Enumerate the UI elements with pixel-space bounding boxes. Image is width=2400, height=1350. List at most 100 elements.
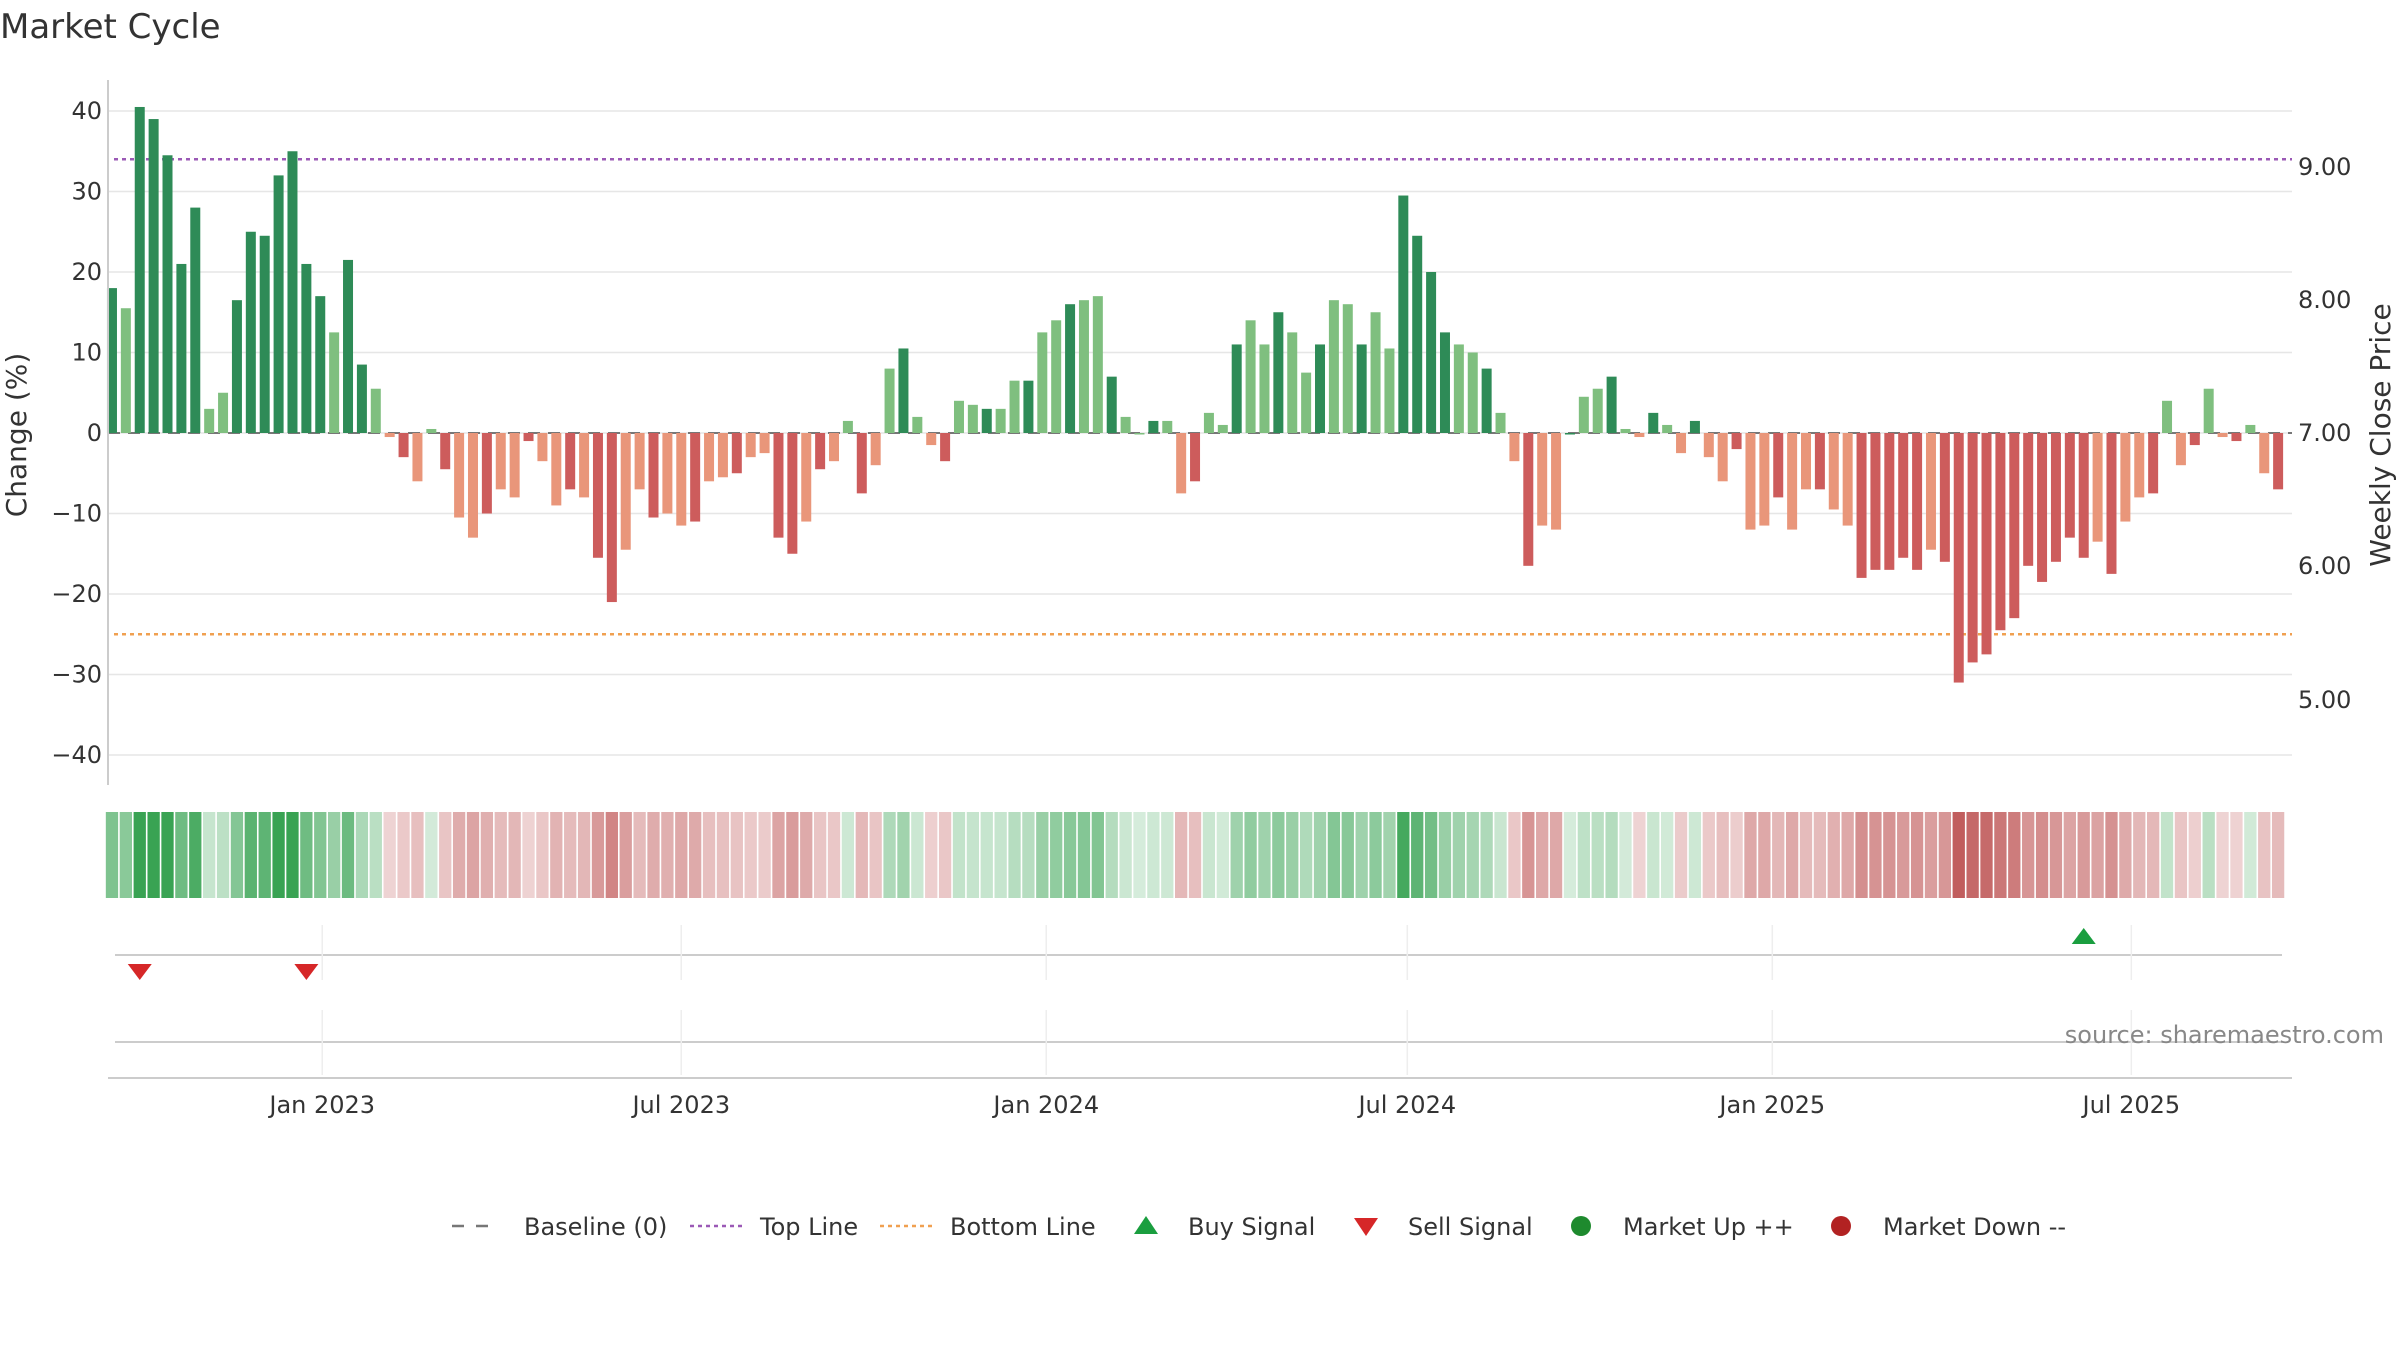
strip-cell — [494, 812, 507, 898]
bar — [1412, 235, 1423, 433]
bar — [1773, 433, 1784, 498]
bar — [467, 433, 478, 538]
strip-cell — [2216, 812, 2229, 898]
strip-cell — [244, 812, 257, 898]
bar — [842, 420, 853, 433]
strip-cell — [813, 812, 827, 898]
bar — [2175, 433, 2186, 466]
strip-cell — [1563, 812, 1577, 898]
strip-cell — [2202, 812, 2215, 898]
strip-cell — [216, 812, 230, 898]
strip-cell — [1424, 812, 1438, 898]
bar — [412, 433, 423, 482]
strip-cell — [1077, 812, 1091, 898]
bar — [801, 433, 812, 522]
strip-cell — [536, 812, 549, 898]
bar — [773, 433, 784, 538]
bar — [704, 433, 715, 482]
buy-signal-marker — [2071, 928, 2096, 944]
strip-cell — [2077, 812, 2090, 898]
strip-cell — [1952, 812, 1965, 898]
x-tick-label: Jan 2025 — [1717, 1091, 1825, 1119]
strip-cell — [883, 812, 896, 898]
strip-cell — [1591, 812, 1604, 898]
bar — [856, 433, 867, 494]
reference-lines — [108, 158, 2292, 636]
bar — [2162, 400, 2173, 433]
x-tick-label: Jul 2024 — [1356, 1091, 1456, 1119]
legend-label-sell: Sell Signal — [1408, 1213, 1533, 1241]
bar — [204, 408, 215, 433]
strip-cell — [1772, 812, 1785, 898]
strip-cell — [786, 812, 799, 898]
bar — [1231, 344, 1242, 433]
axes: 40 30 20 10 0 −10 −20 −30 −40 9.00 8.00 7.00 6.00 5.0… — [51, 80, 2351, 785]
bar — [1203, 412, 1214, 433]
strip-cell — [2022, 812, 2035, 898]
strip-cell — [1175, 812, 1188, 898]
bar — [1467, 352, 1478, 433]
strip-cell — [827, 812, 841, 898]
bar — [426, 428, 437, 433]
bar — [926, 433, 937, 446]
bar — [1620, 428, 1631, 433]
legend-item-top: Top Line — [690, 1213, 858, 1241]
bar — [1537, 433, 1548, 526]
bar — [787, 433, 798, 554]
bar — [245, 231, 256, 433]
bar — [592, 433, 603, 558]
y-tick-label-left: 40 — [71, 97, 102, 125]
strip-cell — [938, 812, 952, 898]
strip-cell — [855, 812, 868, 898]
bar — [1662, 424, 1673, 433]
strip-cell — [1063, 812, 1077, 898]
strip-cell — [2160, 812, 2174, 898]
bar — [676, 433, 687, 526]
bar — [1842, 433, 1853, 526]
strip-cell — [1188, 812, 1202, 898]
strip-cell — [1536, 812, 1549, 898]
bar — [1717, 433, 1728, 482]
strip-cell — [452, 812, 466, 898]
bar — [2106, 433, 2117, 574]
bottom-panel — [115, 1010, 2282, 1075]
signal-panel — [115, 925, 2282, 980]
bar — [1078, 300, 1089, 433]
bar — [1370, 312, 1381, 433]
bar — [356, 364, 367, 433]
strip-cell — [1855, 812, 1868, 898]
legend-label-bottom: Bottom Line — [950, 1213, 1096, 1241]
bar — [384, 433, 395, 438]
strip-cell — [966, 812, 980, 898]
bar — [1814, 433, 1825, 490]
strip-cell — [1286, 812, 1299, 898]
bar — [2009, 433, 2020, 619]
bar — [106, 288, 117, 433]
bar — [1106, 376, 1117, 433]
legend-swatch-sell — [1354, 1218, 1378, 1236]
bar — [829, 433, 840, 462]
bar — [190, 207, 201, 433]
bar — [2259, 433, 2270, 474]
strip-cell — [286, 812, 299, 898]
bar — [2231, 433, 2242, 442]
y-tick-label-left: 10 — [71, 339, 102, 367]
bar-series — [106, 106, 2284, 683]
bar — [301, 263, 312, 433]
x-tick-label: Jan 2024 — [991, 1091, 1099, 1119]
bar — [1509, 433, 1520, 462]
strip-cell — [1452, 812, 1466, 898]
bar — [398, 433, 409, 458]
strip-cell — [1897, 812, 1910, 898]
bar — [1356, 344, 1367, 433]
strip-cell — [1202, 812, 1216, 898]
bar — [231, 300, 242, 433]
strip-cell — [2174, 812, 2188, 898]
bar — [1023, 380, 1034, 433]
bar — [995, 408, 1006, 433]
strip-cell — [1008, 812, 1021, 898]
bar — [940, 433, 951, 462]
legend: Baseline (0) Top Line Bottom Line Buy Signa… — [452, 1213, 2066, 1241]
y-tick-label-right: 6.00 — [2298, 552, 2351, 580]
strip-cell — [1661, 812, 1674, 898]
